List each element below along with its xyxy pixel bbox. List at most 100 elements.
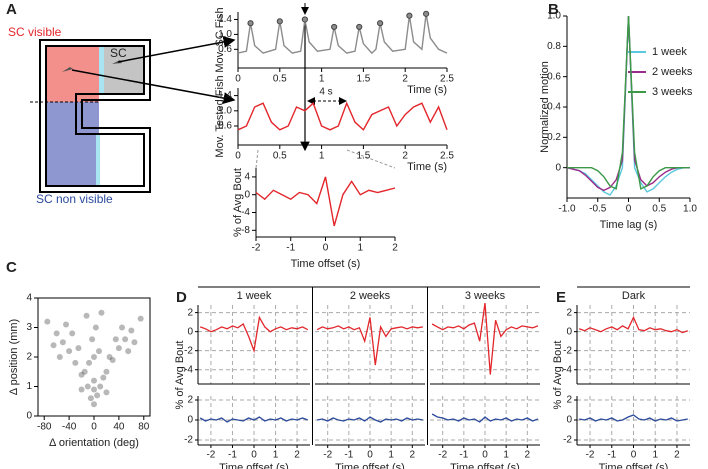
x-tick-label: -80 [37,422,52,433]
point [95,348,102,355]
point [59,339,66,346]
panel-label: C [6,259,17,276]
x-tick-label: 0.5 [273,151,287,162]
point [56,354,63,360]
y-tick-label: 0.2 [547,132,561,143]
y-tick-label: 0 [187,326,193,337]
y-tick-label: 0.6 [547,71,561,82]
annotation: 4 s [319,87,332,98]
x-tick-label: 0.5 [273,74,287,85]
trace [579,414,688,422]
y-tick-label: 0 [187,415,193,426]
x-tick-label: 2 [402,151,408,162]
point [98,309,105,316]
point [94,392,101,399]
y-tick-label: 0.6 [218,121,232,132]
x-tick-label: 1.5 [356,74,370,85]
x-tick-label: 2 [402,74,408,85]
y-tick-label: 0.6 [218,44,232,55]
x-tick-label: -2 [252,243,261,254]
y-tick-label: 0 [26,411,32,422]
x-tick-label: 0 [626,204,632,215]
x-tick-label: 2 [392,243,398,254]
point [103,389,110,396]
y-axis-label: % of Avg Bout [232,168,244,237]
point [87,395,94,402]
point [91,354,97,360]
x-tick-label: -1.0 [558,204,576,215]
x-tick-label: 0 [631,450,637,461]
y-tick-label: 0 [244,189,250,200]
y-axis-label: Mov. SC Fish [214,7,226,72]
panel-title: Dark [622,290,646,302]
panel-label: E [556,289,566,306]
x-tick-label: -1 [344,450,353,461]
x-tick-label: 1.0 [683,204,697,215]
y-tick-label: 1.4 [218,14,232,25]
x-tick-label: 40 [113,422,125,433]
y-tick-label: 1.4 [218,90,232,101]
x-tick-label: 0 [367,450,373,461]
point [97,383,104,390]
y-tick-label: -2 [563,435,572,446]
y-tick-label: -4 [184,364,193,375]
point [92,324,99,331]
point [86,359,93,366]
point [44,318,51,325]
x-axis-label: Time lag (s) [600,219,658,231]
point [103,368,110,375]
y-tick-label: 0 [555,162,561,173]
y-tick-label: -2 [563,345,572,356]
trace [237,13,448,55]
x-axis-label: Time (s) [407,161,447,173]
x-tick-label: 2 [294,450,300,461]
peak-marker [406,12,413,19]
point [53,330,60,337]
x-axis-label: Time offset (s) [219,462,289,469]
x-tick-label: 2.5 [440,151,454,162]
point [106,354,113,360]
point [91,386,97,393]
trace [431,413,539,423]
x-axis-label: Time (s) [407,84,447,96]
x-tick-label: -2 [438,450,447,461]
x-tick-label: 1 [319,151,325,162]
y-tick-label: 4 [26,293,32,304]
x-axis-label: Time offset (s) [291,258,361,270]
y-tick-label: -2 [184,345,193,356]
y-tick-label: 0 [566,326,572,337]
panel-title: 1 week [237,290,272,302]
x-tick-label: 80 [138,422,150,433]
x-tick-label: -1 [459,450,468,461]
point [63,321,69,328]
x-axis-label: Time offset (s) [450,462,520,469]
y-tick-label: -2 [184,435,193,446]
y-tick-label: 3 [26,322,32,333]
point [91,401,97,408]
x-tick-label: 1 [273,450,279,461]
x-tick-label: 2 [410,450,416,461]
trace [431,303,539,375]
x-tick-label: 0 [251,450,257,461]
y-tick-label: 1.0 [218,105,232,116]
point [131,339,138,346]
x-tick-label: 2 [525,450,531,461]
x-tick-label: -2 [586,450,595,461]
point [119,324,125,331]
y-tick-label: 2 [566,307,572,318]
point [125,348,132,355]
panel-label: B [548,1,559,18]
annotation: SC non visible [36,192,113,206]
y-axis-label: % of Avg Bout [174,341,186,410]
x-tick-label: 1 [503,450,509,461]
y-tick-label: -4 [563,364,572,375]
x-tick-label: 0 [482,450,488,461]
trace [255,176,396,227]
x-tick-label: 2.5 [440,74,454,85]
point [69,330,76,337]
panel-title: 3 weeks [465,290,506,302]
point [83,312,90,319]
x-tick-label: 0 [323,243,329,254]
y-tick-label: 2 [566,395,572,406]
trace [237,101,448,131]
